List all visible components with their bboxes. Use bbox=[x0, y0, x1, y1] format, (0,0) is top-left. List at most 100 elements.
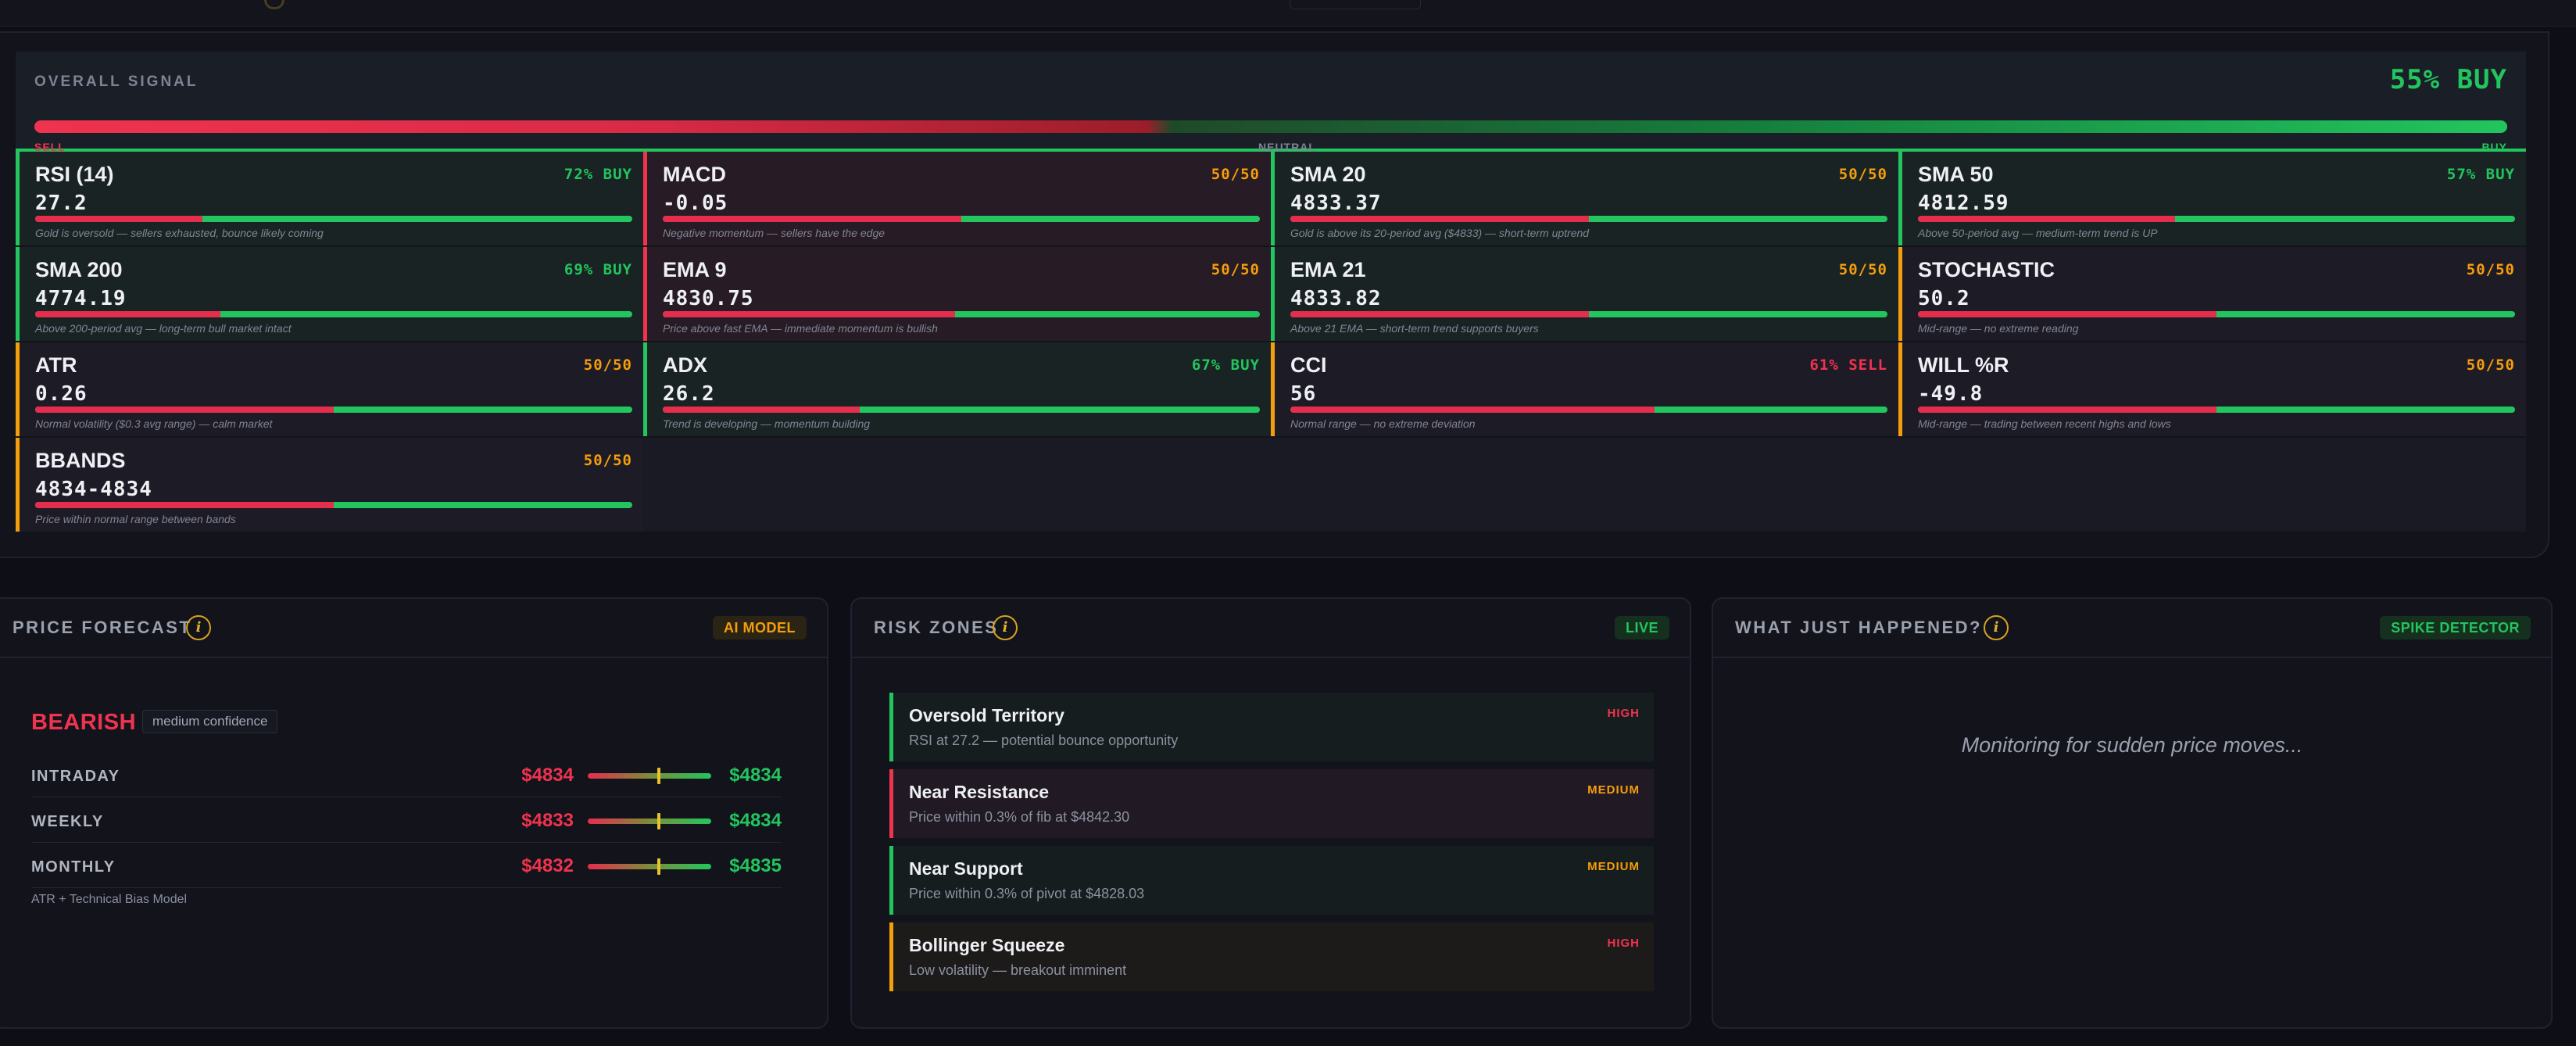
indicator-card-bbands[interactable]: BBANDS 4834-4834 50/50 Price within norm… bbox=[16, 438, 643, 532]
risk-zone-item[interactable]: Bollinger Squeeze Low volatility — break… bbox=[889, 922, 1654, 991]
risk-zone-item[interactable]: Near Resistance Price within 0.3% of fib… bbox=[889, 769, 1654, 838]
indicator-description: Above 21 EMA — short-term trend supports… bbox=[1290, 322, 1539, 335]
overall-signal: OVERALL SIGNAL 55% BUY SELL NEUTRAL BUY bbox=[16, 52, 2526, 153]
gauge-sell-label: SELL bbox=[34, 141, 66, 153]
risk-zone-title: Near Resistance bbox=[909, 782, 1049, 802]
indicator-signal: 50/50 bbox=[1211, 166, 1260, 183]
forecast-period: MONTHLY bbox=[31, 858, 116, 876]
forecast-high: $4834 bbox=[729, 765, 782, 786]
confidence-badge: medium confidence bbox=[142, 710, 278, 733]
info-icon[interactable]: i bbox=[186, 615, 211, 640]
forecast-high: $4834 bbox=[729, 810, 782, 831]
indicator-signal: 50/50 bbox=[583, 452, 632, 469]
indicator-description: Mid-range — no extreme reading bbox=[1918, 322, 2079, 335]
indicator-signal: 50/50 bbox=[1838, 166, 1887, 183]
info-icon[interactable]: i bbox=[1984, 615, 2009, 640]
indicator-card-sma200[interactable]: SMA 200 4774.19 69% BUY Above 200-period… bbox=[16, 247, 643, 341]
range-marker bbox=[657, 813, 660, 829]
forecast-range-bar bbox=[588, 768, 711, 784]
indicator-card-ema21[interactable]: EMA 21 4833.82 50/50 Above 21 EMA — shor… bbox=[1271, 247, 1898, 341]
indicator-name: EMA 21 bbox=[1290, 258, 1366, 281]
forecast-row-monthly: MONTHLY $4832 $4835 bbox=[31, 843, 782, 888]
panel-title: RISK ZONES bbox=[874, 618, 999, 637]
indicator-card-cci[interactable]: CCI 56 61% SELL Normal range — no extrem… bbox=[1271, 342, 1898, 436]
indicator-card-ema9[interactable]: EMA 9 4830.75 50/50 Price above fast EMA… bbox=[643, 247, 1271, 341]
indicator-value: 4830.75 bbox=[663, 287, 754, 310]
forecast-range-bar bbox=[588, 858, 711, 875]
indicator-card-sma20[interactable]: SMA 20 4833.37 50/50 Gold is above its 2… bbox=[1271, 152, 1898, 245]
indicator-meter bbox=[35, 311, 632, 317]
indicator-description: Mid-range — trading between recent highs… bbox=[1918, 417, 2171, 430]
risk-level-badge: MEDIUM bbox=[1587, 783, 1640, 797]
indicator-value: 4812.59 bbox=[1918, 192, 2009, 215]
gauge-buy-label: BUY bbox=[2481, 141, 2507, 153]
risk-zone-title: Near Support bbox=[909, 858, 1023, 879]
risk-zone-description: Price within 0.3% of pivot at $4828.03 bbox=[909, 886, 1145, 901]
indicator-value: -0.05 bbox=[663, 192, 728, 215]
risk-zone-item[interactable]: Oversold Territory RSI at 27.2 — potenti… bbox=[889, 693, 1654, 761]
indicator-description: Normal range — no extreme deviation bbox=[1290, 417, 1476, 430]
indicator-value: -49.8 bbox=[1918, 382, 1984, 406]
forecast-period: WEEKLY bbox=[31, 813, 104, 830]
indicator-card-atr[interactable]: ATR 0.26 50/50 Normal volatility ($0.3 a… bbox=[16, 342, 643, 436]
panel-title: PRICE FORECAST bbox=[13, 618, 192, 637]
live-badge: LIVE bbox=[1614, 616, 1669, 639]
logo-icon bbox=[264, 0, 284, 9]
indicator-meter bbox=[1290, 311, 1887, 317]
spike-detector-badge: SPIKE DETECTOR bbox=[2380, 616, 2531, 639]
indicator-signal: 50/50 bbox=[583, 356, 632, 374]
risk-zone-description: Low volatility — breakout imminent bbox=[909, 962, 1127, 978]
indicator-description: Normal volatility ($0.3 avg range) — cal… bbox=[35, 417, 273, 430]
forecast-range-bar bbox=[588, 813, 711, 829]
indicator-card-macd[interactable]: MACD -0.05 50/50 Negative momentum — sel… bbox=[643, 152, 1271, 245]
indicator-card-rsi[interactable]: RSI (14) 27.2 72% BUY Gold is oversold —… bbox=[16, 152, 643, 245]
forecast-low: $4834 bbox=[521, 765, 574, 786]
indicator-card-williams-r[interactable]: WILL %R -49.8 50/50 Mid-range — trading … bbox=[1898, 342, 2526, 436]
indicator-value: 27.2 bbox=[35, 192, 88, 215]
indicator-meter bbox=[35, 407, 632, 413]
indicator-card-stochastic[interactable]: STOCHASTIC 50.2 50/50 Mid-range — no ext… bbox=[1898, 247, 2526, 341]
indicator-name: WILL %R bbox=[1918, 353, 2009, 377]
range-marker bbox=[657, 858, 660, 875]
info-icon[interactable]: i bbox=[993, 615, 1018, 640]
indicator-description: Trend is developing — momentum building bbox=[663, 417, 871, 430]
panel-title: WHAT JUST HAPPENED? bbox=[1735, 618, 1982, 637]
indicator-description: Negative momentum — sellers have the edg… bbox=[663, 227, 886, 239]
indicator-card-adx[interactable]: ADX 26.2 67% BUY Trend is developing — m… bbox=[643, 342, 1271, 436]
indicator-name: ATR bbox=[35, 353, 77, 377]
panel-header: RISK ZONES i LIVE bbox=[852, 599, 1690, 658]
risk-zone-title: Oversold Territory bbox=[909, 705, 1064, 725]
indicator-signal: 50/50 bbox=[1838, 261, 1887, 278]
indicator-signal: 50/50 bbox=[2466, 261, 2515, 278]
indicator-meter bbox=[1918, 311, 2515, 317]
risk-zone-description: RSI at 27.2 — potential bounce opportuni… bbox=[909, 733, 1179, 748]
indicator-signal: 72% BUY bbox=[564, 166, 632, 183]
risk-zone-item[interactable]: Near Support Price within 0.3% of pivot … bbox=[889, 846, 1654, 915]
indicator-signal: 50/50 bbox=[1211, 261, 1260, 278]
indicator-signal: 50/50 bbox=[2466, 356, 2515, 374]
indicator-signal: 69% BUY bbox=[564, 261, 632, 278]
price-forecast-panel: PRICE FORECAST i AI MODEL BEARISH medium… bbox=[0, 597, 828, 1029]
forecast-high: $4835 bbox=[729, 855, 782, 876]
indicator-value: 50.2 bbox=[1918, 287, 1970, 310]
indicator-card-sma50[interactable]: SMA 50 4812.59 57% BUY Above 50-period a… bbox=[1898, 152, 2526, 245]
overall-signal-value: 55% BUY bbox=[2389, 64, 2507, 95]
indicator-name: MACD bbox=[663, 163, 726, 186]
indicator-description: Gold is oversold — sellers exhausted, bo… bbox=[35, 227, 324, 239]
forecast-low: $4832 bbox=[521, 855, 574, 876]
indicator-meter bbox=[1918, 407, 2515, 413]
top-control[interactable] bbox=[1290, 0, 1421, 9]
forecast-low: $4833 bbox=[521, 810, 574, 831]
risk-level-badge: MEDIUM bbox=[1587, 860, 1640, 873]
indicator-name: CCI bbox=[1290, 353, 1327, 377]
grid-empty-space bbox=[643, 438, 2526, 532]
indicator-name: SMA 20 bbox=[1290, 163, 1366, 186]
indicator-value: 26.2 bbox=[663, 382, 715, 406]
indicator-value: 4833.37 bbox=[1290, 192, 1382, 215]
panel-header: WHAT JUST HAPPENED? i SPIKE DETECTOR bbox=[1713, 599, 2551, 658]
indicator-name: SMA 50 bbox=[1918, 163, 1994, 186]
indicator-name: ADX bbox=[663, 353, 708, 377]
indicator-value: 4833.82 bbox=[1290, 287, 1382, 310]
indicator-name: STOCHASTIC bbox=[1918, 258, 2055, 281]
indicator-name: RSI (14) bbox=[35, 163, 114, 186]
